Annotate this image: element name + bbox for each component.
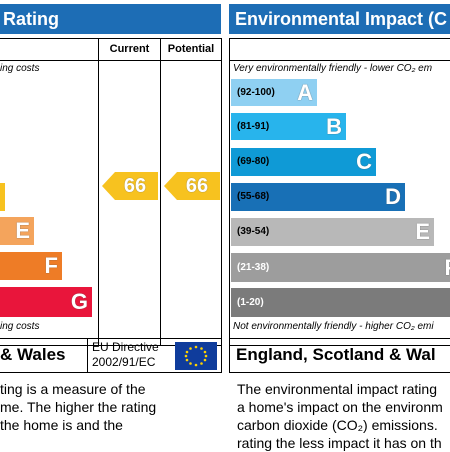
current-rating-value: 66: [123, 175, 147, 197]
energy-band-g: G: [0, 287, 92, 317]
environment-band-b-range: (81-91): [237, 121, 270, 132]
energy-band-e-letter: E: [15, 218, 30, 243]
environment-description-line: carbon dioxide (CO₂) emissions.: [237, 417, 438, 433]
environment-band-c-letter: C: [356, 149, 372, 174]
eu-flag-icon: [175, 342, 217, 370]
eu-directive-line1: EU Directive: [92, 340, 159, 354]
energy-band-f: F: [0, 252, 62, 280]
environment-bottom-note: Not environmentally friendly - higher CO…: [233, 321, 434, 332]
environment-band-g-range: (1-20): [237, 297, 264, 308]
environment-band-d-letter: D: [385, 184, 401, 209]
environment-footer: [229, 338, 450, 373]
potential-rating-arrow: [164, 172, 220, 200]
energy-footer-region: & Wales: [0, 345, 66, 364]
environment-band-e-range: (39-54): [237, 226, 270, 237]
energy-band-f-letter: F: [44, 253, 58, 278]
environment-band-e-letter: E: [415, 219, 430, 244]
environment-footer-region: England, Scotland & Wal: [236, 345, 436, 364]
energy-band-g-letter: G: [70, 289, 88, 314]
environment-band-f-range: (21-38): [237, 262, 270, 273]
energy-description-line: the home is and the: [0, 417, 123, 433]
environment-band-a-range: (92-100): [237, 87, 275, 98]
environment-description-line: The environmental impact rating: [237, 381, 437, 397]
current-rating-arrow: [102, 172, 158, 200]
environmental-impact-title: Environmental Impact (C: [235, 9, 448, 29]
environment-band-c: (69-80) C: [231, 148, 376, 176]
energy-footer: [0, 338, 222, 373]
potential-rating-value: 66: [185, 175, 209, 197]
environment-description-line: a home's impact on the environm: [237, 399, 443, 415]
environment-band-d-range: (55-68): [237, 191, 270, 202]
environment-band-e: (39-54) E: [231, 218, 434, 246]
environment-band-f-letter: F: [445, 253, 450, 282]
environment-band-f: (21-38) F: [231, 253, 450, 282]
environment-band-c-range: (69-80): [237, 156, 270, 167]
eu-directive-label: EU Directive 2002/91/EC: [92, 340, 159, 370]
energy-rating-table: [0, 38, 222, 346]
potential-rating-arrow-shape: [164, 172, 220, 200]
environment-band-g: (1-20): [231, 288, 450, 317]
energy-description-line: ting is a measure of the: [0, 381, 146, 397]
environment-top-note: Very environmentally friendly - lower CO…: [233, 63, 433, 74]
environmental-impact-header: Environmental Impact (C: [229, 4, 450, 34]
energy-top-note: ing costs: [0, 63, 40, 74]
environment-band-d: (55-68) D: [231, 183, 405, 211]
current-rating-arrow-shape: [102, 172, 158, 200]
energy-band-e: E: [0, 217, 34, 245]
energy-description: ting is a measure of the me. The higher …: [0, 380, 221, 434]
environment-description-line: rating the less impact it has on th: [237, 435, 442, 451]
environment-description: The environmental impact rating a home's…: [237, 380, 450, 452]
energy-rating-title: Rating: [3, 9, 59, 29]
environment-band-b-letter: B: [326, 114, 342, 139]
energy-rating-header: Rating: [0, 4, 221, 34]
energy-description-line: me. The higher the rating: [0, 399, 157, 415]
environment-band-b: (81-91) B: [231, 113, 346, 140]
energy-band-d: [0, 183, 5, 211]
eu-directive-line2: 2002/91/EC: [92, 355, 156, 369]
energy-bottom-note: ing costs: [0, 321, 40, 332]
environment-band-a: (92-100) A: [231, 79, 317, 106]
environmental-rating-table: [229, 38, 450, 346]
potential-column-header: Potential: [167, 43, 215, 55]
current-column-header: Current: [109, 43, 150, 55]
environment-band-a-letter: A: [297, 80, 313, 105]
